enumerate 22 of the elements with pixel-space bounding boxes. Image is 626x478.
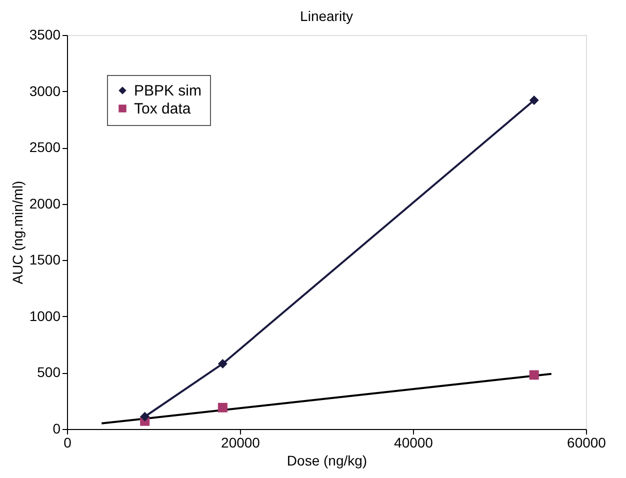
x-tick-label: 40000 xyxy=(394,434,434,450)
y-axis-title: AUC (ng.min/ml) xyxy=(9,180,26,284)
y-tick-label: 3000 xyxy=(29,82,61,99)
x-tick-label: 60000 xyxy=(567,434,606,450)
y-tick-label: 3500 xyxy=(29,26,61,42)
point xyxy=(218,402,228,412)
chart-title: Linearity xyxy=(300,8,353,24)
y-tick-label: 0 xyxy=(52,420,61,436)
y-tick-label: 1000 xyxy=(29,308,61,324)
point xyxy=(218,358,228,368)
y-tick-label: 2000 xyxy=(29,195,61,212)
y-tick-label: 500 xyxy=(37,364,61,380)
x-tick-label: 0 xyxy=(64,434,72,450)
y-tick-label: 1500 xyxy=(29,252,61,268)
legend-label: PBPK sim xyxy=(134,82,202,100)
y-tick-label: 2500 xyxy=(29,139,61,156)
point xyxy=(529,370,539,380)
legend-label: Tox data xyxy=(134,100,192,118)
x-tick-label: 20000 xyxy=(221,434,260,450)
x-axis-title: Dose (ng/kg) xyxy=(286,452,368,468)
point xyxy=(529,96,539,106)
point xyxy=(140,412,150,422)
